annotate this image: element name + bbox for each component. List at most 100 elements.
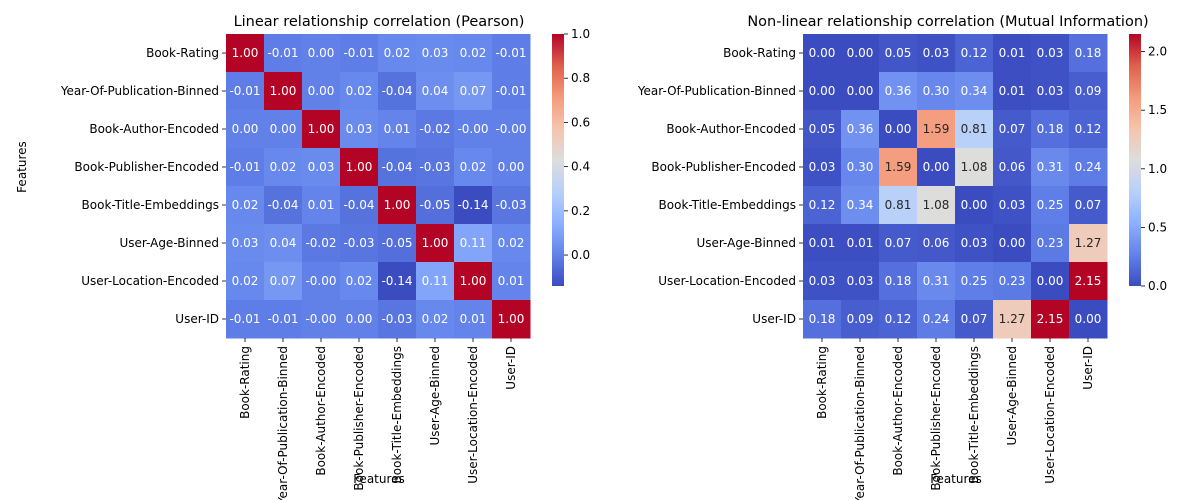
mi-heatmap-cell-3-7 bbox=[1069, 148, 1108, 187]
pearson-heatmap-cell-label-6-0: 0.02 bbox=[232, 274, 259, 288]
pearson-heatmap-cell-7-1 bbox=[264, 300, 303, 339]
mi-heatmap-cell-1-3 bbox=[917, 72, 956, 111]
pearson-heatmap-cell-1-6 bbox=[454, 72, 493, 111]
mi-heatmap-cell-label-3-1: 0.30 bbox=[847, 160, 874, 174]
pearson-row-tick-label: User-Age-Binned bbox=[119, 236, 219, 250]
pearson-heatmap-cell-label-6-2: -0.00 bbox=[305, 274, 336, 288]
pearson-heatmap-cell-1-2 bbox=[302, 72, 341, 111]
pearson-heatmap-cell-label-1-3: 0.02 bbox=[346, 84, 373, 98]
pearson-heatmap-cell-label-5-1: 0.04 bbox=[270, 236, 297, 250]
mi-heatmap-cell-3-5 bbox=[993, 148, 1032, 187]
pearson-heatmap-cell-4-1 bbox=[264, 186, 303, 225]
pearson-heatmap-cell-6-6 bbox=[454, 262, 493, 301]
pearson-heatmap-cell-label-4-3: -0.04 bbox=[343, 198, 374, 212]
pearson-heatmap-cell-label-3-2: 0.03 bbox=[308, 160, 335, 174]
pearson-heatmap-cell-label-1-7: -0.01 bbox=[495, 84, 526, 98]
mi-heatmap-cell-6-0 bbox=[803, 262, 842, 301]
mi-heatmap-cell-label-1-5: 0.01 bbox=[999, 84, 1026, 98]
pearson-heatmap-cell-1-7 bbox=[492, 72, 531, 111]
mi-heatmap-cell-0-3 bbox=[917, 34, 956, 73]
pearson-heatmap-cell-label-0-6: 0.02 bbox=[460, 46, 487, 60]
pearson-row-tick-label: Book-Title-Embeddings bbox=[82, 198, 219, 212]
pearson-heatmap-cell-label-7-2: -0.00 bbox=[305, 312, 336, 326]
pearson-colorbar-gradient bbox=[552, 34, 564, 286]
pearson-heatmap-cell-2-7 bbox=[492, 110, 531, 149]
mi-heatmap-cell-7-7 bbox=[1069, 300, 1108, 339]
mi-heatmap-cell-3-4 bbox=[955, 148, 994, 187]
pearson-heatmap-cell-label-3-0: -0.01 bbox=[229, 160, 260, 174]
pearson-column-tick-label: User-Location-Encoded bbox=[466, 346, 480, 484]
mi-column-tick-label: Book-Publisher-Encoded bbox=[929, 346, 943, 491]
pearson-heatmap-cell-6-1 bbox=[264, 262, 303, 301]
mi-heatmap-cell-0-7 bbox=[1069, 34, 1108, 73]
mi-heatmap-cell-label-1-4: 0.34 bbox=[961, 84, 988, 98]
mi-heatmap-cell-4-6 bbox=[1031, 186, 1070, 225]
pearson-column-tick-label: Book-Publisher-Encoded bbox=[352, 346, 366, 491]
mi-column-tick-label: User-Location-Encoded bbox=[1043, 346, 1057, 484]
pearson-heatmap-cell-0-4 bbox=[378, 34, 417, 73]
pearson-heatmap-cell-label-4-7: -0.03 bbox=[495, 198, 526, 212]
mi-heatmap-cell-label-2-7: 0.12 bbox=[1075, 122, 1102, 136]
mi-heatmap-cell-label-3-7: 0.24 bbox=[1075, 160, 1102, 174]
pearson-heatmap-cell-4-6 bbox=[454, 186, 493, 225]
pearson-heatmap-cell-0-5 bbox=[416, 34, 455, 73]
pearson-heatmap-cell-label-5-4: -0.05 bbox=[381, 236, 412, 250]
mi-column-tick-label: Book-Rating bbox=[815, 346, 829, 419]
mi-heatmap-cell-0-1 bbox=[841, 34, 880, 73]
pearson-colorbar-tick-label: 1.0 bbox=[571, 27, 590, 41]
pearson-heatmap-cell-4-7 bbox=[492, 186, 531, 225]
pearson-heatmap-cell-label-0-7: -0.01 bbox=[495, 46, 526, 60]
mi-heatmap-cell-label-2-6: 0.18 bbox=[1037, 122, 1064, 136]
pearson-heatmap-cell-0-7 bbox=[492, 34, 531, 73]
mi-heatmap-cell-1-4 bbox=[955, 72, 994, 111]
mi-heatmap-xlabel: Features bbox=[930, 472, 982, 486]
pearson-heatmap-cell-label-7-3: 0.00 bbox=[346, 312, 373, 326]
pearson-row-tick-label: User-ID bbox=[175, 312, 219, 326]
pearson-heatmap-column-ticks: Book-Rating Year-Of-Publication-Binned Boo… bbox=[238, 338, 518, 500]
mi-heatmap-cell-label-6-1: 0.03 bbox=[847, 274, 874, 288]
mi-heatmap-cell-6-7 bbox=[1069, 262, 1108, 301]
mi-row-tick-label: Book-Author-Encoded bbox=[666, 122, 796, 136]
mi-heatmap-cell-label-6-7: 2.15 bbox=[1075, 274, 1102, 288]
mi-heatmap-cell-label-4-1: 0.34 bbox=[847, 198, 874, 212]
pearson-heatmap-cell-7-4 bbox=[378, 300, 417, 339]
mi-heatmap-cell-label-0-2: 0.05 bbox=[885, 46, 912, 60]
pearson-column-tick-label: Book-Author-Encoded bbox=[314, 346, 328, 476]
mi-heatmap-cell-label-2-3: 1.59 bbox=[923, 122, 950, 136]
pearson-heatmap-cell-label-3-3: 1.00 bbox=[346, 160, 373, 174]
mi-heatmap-cell-3-1 bbox=[841, 148, 880, 187]
mi-heatmap-cell-label-0-1: 0.00 bbox=[847, 46, 874, 60]
pearson-heatmap-cell-4-4 bbox=[378, 186, 417, 225]
mi-heatmap-cell-label-1-1: 0.00 bbox=[847, 84, 874, 98]
mi-heatmap-cell-0-5 bbox=[993, 34, 1032, 73]
mi-heatmap-cell-label-6-3: 0.31 bbox=[923, 274, 950, 288]
pearson-heatmap-cell-label-4-0: 0.02 bbox=[232, 198, 259, 212]
pearson-heatmap-cell-6-4 bbox=[378, 262, 417, 301]
mi-heatmap-column-ticks: Book-Rating Year-Of-Publication-Binned Boo… bbox=[815, 338, 1095, 500]
pearson-heatmap-cell-2-4 bbox=[378, 110, 417, 149]
pearson-column-tick-label: User-Age-Binned bbox=[428, 346, 442, 446]
pearson-heatmap-cell-7-0 bbox=[226, 300, 265, 339]
pearson-heatmap-cell-5-0 bbox=[226, 224, 265, 263]
mi-heatmap-cell-label-3-2: 1.59 bbox=[885, 160, 912, 174]
pearson-row-tick-label: User-Location-Encoded bbox=[81, 274, 219, 288]
mi-heatmap-cell-label-3-6: 0.31 bbox=[1037, 160, 1064, 174]
pearson-colorbar-tick-label: 0.2 bbox=[571, 204, 590, 218]
pearson-heatmap-title: Linear relationship correlation (Pearson… bbox=[234, 14, 525, 30]
pearson-colorbar-tick-label: 0.8 bbox=[571, 71, 590, 85]
mi-heatmap-cell-label-5-2: 0.07 bbox=[885, 236, 912, 250]
mi-heatmap-cell-1-7 bbox=[1069, 72, 1108, 111]
mi-heatmap-cell-label-7-4: 0.07 bbox=[961, 312, 988, 326]
mi-heatmap-cell-label-7-7: 0.00 bbox=[1075, 312, 1102, 326]
pearson-column-tick-label: Year-Of-Publication-Binned bbox=[276, 346, 290, 500]
pearson-heatmap-cell-5-2 bbox=[302, 224, 341, 263]
pearson-heatmap-cell-label-7-7: 1.00 bbox=[498, 312, 525, 326]
pearson-heatmap-cell-label-3-7: 0.00 bbox=[498, 160, 525, 174]
mi-heatmap-cell-label-6-5: 0.23 bbox=[999, 274, 1026, 288]
mi-heatmap-cell-label-0-7: 0.18 bbox=[1075, 46, 1102, 60]
pearson-heatmap-cell-label-0-0: 1.00 bbox=[232, 46, 259, 60]
pearson-heatmap-cell-label-2-5: -0.02 bbox=[419, 122, 450, 136]
mi-heatmap-cell-label-5-1: 0.01 bbox=[847, 236, 874, 250]
mi-row-tick-label: Book-Publisher-Encoded bbox=[651, 160, 796, 174]
pearson-heatmap-cell-label-7-1: -0.01 bbox=[267, 312, 298, 326]
